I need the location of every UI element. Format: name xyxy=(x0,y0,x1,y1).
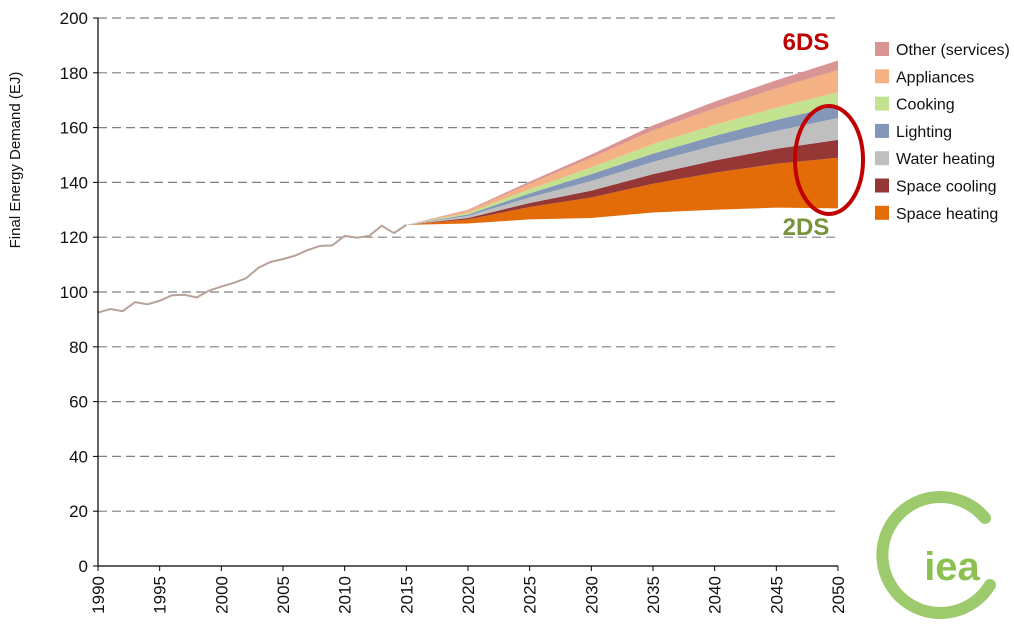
area-cooking xyxy=(406,91,838,225)
x-tick-label-2015: 2015 xyxy=(397,576,416,614)
y-tick-label-140: 140 xyxy=(60,173,88,192)
historical-series xyxy=(97,224,407,314)
y-tick-label-0: 0 xyxy=(79,557,88,576)
y-tick-label-60: 60 xyxy=(69,393,88,412)
legend-label-water-heating: Water heating xyxy=(896,151,995,168)
x-tick-label-2010: 2010 xyxy=(336,576,355,614)
x-tick-label-1995: 1995 xyxy=(151,576,170,614)
legend-swatch-cooking xyxy=(875,96,889,111)
y-tick-label-180: 180 xyxy=(60,64,88,83)
annotation-6ds: 6DS xyxy=(783,29,830,56)
legend-swatch-space-cooling xyxy=(875,178,889,193)
legend-label-appliances: Appliances xyxy=(896,69,974,86)
y-axis-label: Final Energy Demand (EJ) xyxy=(7,72,24,249)
x-tick-label-2030: 2030 xyxy=(582,576,601,614)
iea-logo: iea xyxy=(876,491,996,619)
legend-label-cooking: Cooking xyxy=(896,97,955,114)
y-tick-label-20: 20 xyxy=(69,502,88,521)
legend-label-space-heating: Space heating xyxy=(896,206,998,223)
legend-label-lighting: Lighting xyxy=(896,124,952,141)
legend-label-space-cooling: Space cooling xyxy=(896,179,997,196)
y-tick-label-40: 40 xyxy=(69,447,88,466)
x-tick-label-2000: 2000 xyxy=(212,576,231,614)
x-tick-label-2020: 2020 xyxy=(459,576,478,614)
x-tick-label-1990: 1990 xyxy=(89,576,108,614)
stacked-areas xyxy=(406,60,838,225)
legend-swatch-appliances xyxy=(875,69,889,84)
area-water-heating xyxy=(406,118,838,225)
y-tick-label-200: 200 xyxy=(60,9,88,28)
legend: Other (services) Appliances Cooking Lightin… xyxy=(875,42,1010,223)
legend-swatch-other-services xyxy=(875,42,889,56)
area-appliances xyxy=(406,70,838,225)
y-tick-label-80: 80 xyxy=(69,338,88,357)
x-tick-label-2005: 2005 xyxy=(274,576,293,614)
axes xyxy=(93,17,839,571)
area-lighting xyxy=(406,105,838,225)
historical-line xyxy=(97,224,407,314)
x-tick-label-2025: 2025 xyxy=(521,576,540,614)
legend-swatch-space-heating xyxy=(875,205,889,220)
x-tick-label-2045: 2045 xyxy=(767,576,786,614)
x-tick-label-2040: 2040 xyxy=(706,576,725,614)
x-tick-labels: 1990 1995 2000 2005 2010 2015 2020 2025 2030 2035… xyxy=(89,576,848,614)
legend-label-other-services: Other (services) xyxy=(896,42,1010,59)
logo-arc xyxy=(876,491,996,619)
legend-swatch-water-heating xyxy=(875,151,889,166)
x-tick-label-2035: 2035 xyxy=(644,576,663,614)
y-tick-label-120: 120 xyxy=(60,228,88,247)
logo-text: iea xyxy=(924,545,980,589)
x-tick-label-2050: 2050 xyxy=(829,576,848,614)
area-other-services xyxy=(406,60,838,225)
y-tick-label-100: 100 xyxy=(60,283,88,302)
y-tick-label-160: 160 xyxy=(60,119,88,138)
y-tick-labels: 0 20 40 60 80 100 120 140 160 180 200 xyxy=(60,9,88,576)
area-space-cooling xyxy=(406,139,838,225)
gridlines xyxy=(98,17,838,512)
annotation-2ds: 2DS xyxy=(783,214,830,241)
highlight-ellipse xyxy=(793,104,865,216)
area-space-heating xyxy=(406,157,838,225)
legend-swatch-lighting xyxy=(875,123,889,138)
